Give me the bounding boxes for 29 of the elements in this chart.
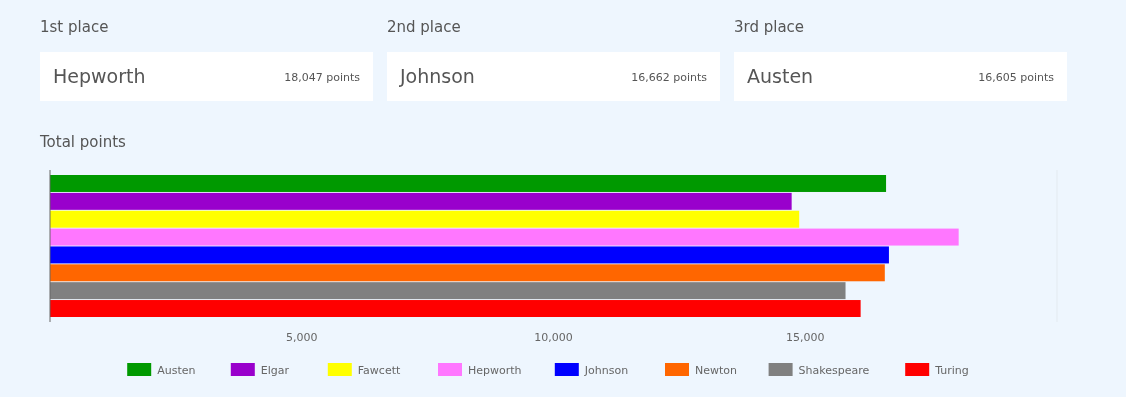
text: 1st place <box>40 18 109 36</box>
bar <box>50 300 861 317</box>
text: 16,662 points <box>631 71 708 84</box>
text: Johnson <box>399 65 475 87</box>
legend-label: Newton <box>695 364 738 377</box>
legend-label: Fawcett <box>357 364 401 377</box>
legend-label: Turing <box>934 364 969 377</box>
text: Austen <box>747 65 814 87</box>
x-tick-label: 5,000 <box>286 331 318 344</box>
chart-title: Total points <box>39 133 127 151</box>
legend-label: Johnson <box>583 364 629 377</box>
text: 18,047 points <box>284 71 361 84</box>
bar <box>50 246 889 264</box>
legend-label: Hepworth <box>468 364 522 377</box>
bar <box>50 210 800 228</box>
x-tick-label: 10,000 <box>534 331 573 344</box>
text: 16,605 points <box>978 71 1055 84</box>
bar <box>50 175 887 192</box>
text: Hepworth <box>53 65 146 87</box>
bar <box>50 192 792 210</box>
bar <box>50 228 959 246</box>
bar <box>50 264 885 282</box>
legend-label: Shakespeare <box>798 364 870 377</box>
legend-label: Austen <box>157 364 196 377</box>
text: 2nd place <box>387 18 461 36</box>
legend-label: Elgar <box>260 364 290 377</box>
x-tick-label: 15,000 <box>786 331 825 344</box>
text: 3rd place <box>734 18 805 36</box>
bar <box>50 282 846 300</box>
